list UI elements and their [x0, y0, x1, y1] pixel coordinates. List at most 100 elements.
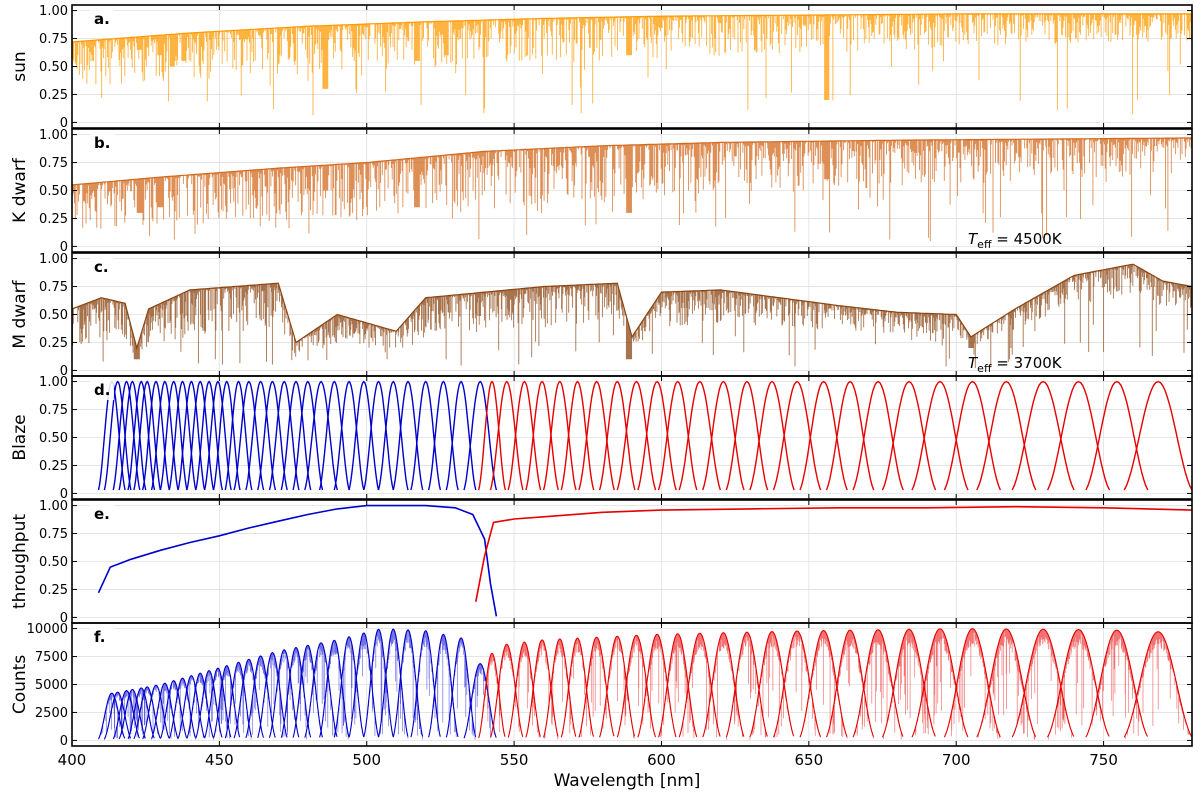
- counts-order: [478, 652, 506, 738]
- blaze-order: [976, 380, 1037, 491]
- counts-order: [103, 691, 132, 740]
- counts-order-lines: [151, 683, 179, 740]
- y-tick-label: 0.50: [39, 431, 68, 446]
- spectrum-continuum: [72, 13, 1192, 43]
- blaze-order: [363, 380, 394, 491]
- y-tick-label: 1.00: [39, 4, 68, 19]
- blaze-order: [616, 380, 657, 491]
- y-tick-label: 0.75: [39, 156, 68, 171]
- counts-order: [377, 628, 409, 738]
- spectrum-continuum: [72, 137, 1192, 186]
- blaze-order: [318, 380, 350, 491]
- y-tick-label: 2500: [35, 706, 68, 721]
- plot-area: [72, 263, 1192, 369]
- counts-order: [543, 638, 577, 738]
- y-tick-label: 1.00: [39, 252, 68, 267]
- counts-order-lines: [599, 636, 635, 739]
- y-tick-label: 0.75: [39, 403, 68, 418]
- counts-order: [127, 687, 155, 740]
- counts-order: [749, 631, 795, 738]
- y-tick-label: 1.00: [39, 128, 68, 143]
- blaze-order: [749, 380, 795, 491]
- counts-order: [616, 634, 657, 738]
- y-tick-label: 1.00: [39, 499, 68, 514]
- blaze-order: [598, 380, 636, 491]
- counts-order: [204, 667, 232, 739]
- y-tick-label: 0: [60, 734, 68, 749]
- x-tick-label: 500: [352, 751, 381, 769]
- blaze-order: [333, 380, 365, 491]
- y-tick-label: 0.25: [39, 88, 68, 103]
- counts-order-lines: [944, 628, 1001, 739]
- y-tick-label: 0.75: [39, 280, 68, 295]
- blaze-order: [118, 380, 147, 491]
- panel-label-bg: [90, 133, 114, 153]
- blaze-order: [799, 380, 848, 491]
- counts-order-lines: [525, 640, 559, 740]
- teff-annotation: Teff = 3700K: [968, 354, 1063, 375]
- counts-order-lines: [637, 634, 677, 738]
- counts-order: [212, 665, 241, 739]
- blaze-order: [489, 380, 524, 491]
- blaze-order: [186, 380, 215, 491]
- blaze-order: [702, 380, 745, 491]
- panel-label: a.: [94, 10, 110, 28]
- blaze-order: [127, 380, 156, 491]
- y-tick-label: 0: [60, 116, 68, 131]
- blaze-order: [1011, 380, 1075, 491]
- counts-order: [445, 637, 477, 738]
- blaze-order: [463, 380, 498, 491]
- panel-label-bg: [90, 380, 114, 400]
- blaze-order: [304, 380, 338, 491]
- counts-order: [489, 643, 524, 738]
- x-tick-label: 750: [1089, 751, 1118, 769]
- spectrum-series: [72, 138, 1192, 242]
- blaze-order: [427, 380, 459, 491]
- counts-order: [410, 630, 441, 738]
- counts-order: [1011, 628, 1075, 738]
- blaze-order: [392, 380, 424, 491]
- counts-order: [463, 663, 497, 739]
- panel-label: d.: [94, 381, 110, 399]
- panel-label-bg: [90, 257, 114, 277]
- panel-f: 0 2500 5000 7500 10000 Counts f.: [10, 622, 1193, 749]
- blaze-order: [168, 380, 197, 491]
- blaze-order: [1123, 380, 1192, 491]
- plot-area: [98, 628, 1192, 741]
- x-tick-label: 700: [942, 751, 971, 769]
- blaze-order: [542, 380, 577, 491]
- x-tick-label: 450: [205, 751, 234, 769]
- counts-order: [118, 689, 146, 740]
- counts-order: [725, 631, 768, 738]
- counts-order: [177, 675, 205, 739]
- counts-order-lines: [463, 663, 497, 739]
- blaze-order: [245, 380, 277, 491]
- blaze-order: [678, 380, 722, 491]
- counts-order: [560, 637, 594, 738]
- counts-order: [657, 633, 698, 738]
- y-axis-label: K dwarf: [10, 157, 30, 223]
- counts-order: [507, 641, 541, 738]
- counts-order: [826, 629, 875, 738]
- counts-order: [224, 661, 252, 739]
- blaze-order: [1085, 380, 1149, 491]
- panel-label: c.: [94, 258, 109, 276]
- counts-order-lines: [445, 638, 477, 740]
- blaze-order: [195, 380, 223, 491]
- y-tick-label: 0.25: [39, 583, 68, 598]
- counts-order: [112, 690, 140, 740]
- counts-order: [1123, 631, 1192, 738]
- y-tick-label: 5000: [35, 678, 68, 693]
- blaze-order: [943, 380, 1002, 491]
- panel-label: f.: [94, 628, 105, 646]
- blaze-order: [224, 380, 253, 491]
- counts-order: [304, 642, 338, 738]
- blaze-order: [881, 380, 937, 491]
- y-tick-label: 0.25: [39, 336, 68, 351]
- counts-order: [678, 632, 721, 738]
- panels-group: 0 0.25 0.50 0.75 1.00 sun a. 0 0.25 0.50 0.75 1.00 K…: [10, 4, 1193, 749]
- panel-c: 0 0.25 0.50 0.75 1.00 M dwarf c. Teff = 3700K: [10, 252, 1193, 379]
- x-tick-label: 650: [795, 751, 824, 769]
- blaze-order: [478, 380, 506, 491]
